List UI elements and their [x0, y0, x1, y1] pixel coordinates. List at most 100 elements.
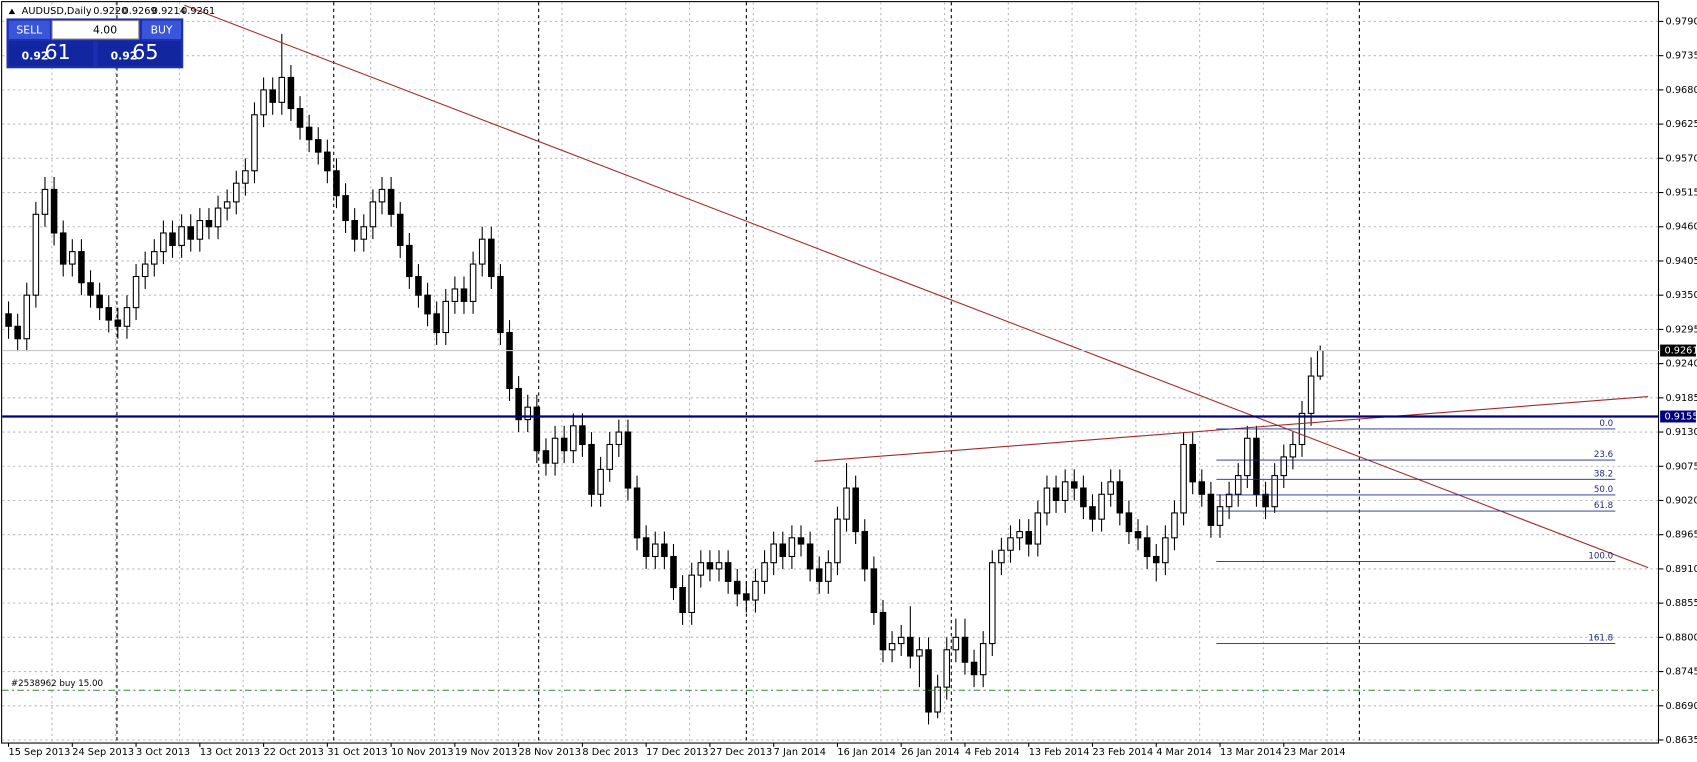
- candle-body: [1052, 487, 1060, 502]
- candle-body: [23, 294, 31, 340]
- candle-body: [488, 238, 495, 278]
- candle-body: [715, 562, 723, 570]
- candle-body: [1316, 350, 1324, 377]
- candle-body: [1007, 537, 1014, 551]
- y-tick-label: 0.8965: [1666, 530, 1697, 541]
- symbol: AUDUSD,Daily: [22, 6, 92, 17]
- candle-body: [396, 213, 404, 246]
- candle-body: [597, 468, 604, 495]
- lots-value[interactable]: 4.00: [93, 23, 117, 36]
- lots-input[interactable]: [51, 20, 140, 40]
- candle-body: [606, 443, 613, 470]
- candle-body: [214, 207, 222, 228]
- candle-body: [797, 537, 805, 545]
- candle-body: [806, 543, 814, 570]
- x-tick-label: 19 Nov 2013: [455, 747, 517, 758]
- candle-body: [870, 568, 878, 614]
- candle-body: [469, 263, 477, 302]
- candle-body: [178, 226, 185, 246]
- y-tick-label: 0.9625: [1666, 119, 1697, 130]
- candle-body: [1125, 512, 1133, 533]
- ohlc-open: 0.9220: [93, 6, 127, 17]
- buy-label[interactable]: BUY: [151, 23, 173, 36]
- candle-body: [324, 151, 331, 172]
- sell-label[interactable]: SELL: [16, 23, 42, 36]
- candle-body: [442, 300, 450, 334]
- candle-body: [451, 288, 459, 302]
- candle-body: [1207, 493, 1215, 526]
- candle-body: [524, 406, 532, 421]
- candle-body: [41, 188, 49, 215]
- candle-body: [269, 89, 276, 103]
- candle-body: [588, 443, 595, 495]
- current-price-label: 0.9261: [1664, 346, 1697, 357]
- y-tick-label: 0.9130: [1666, 427, 1697, 438]
- bid-big-figure: 0.92: [22, 49, 49, 62]
- candle-body: [943, 649, 951, 688]
- candle-body: [1152, 555, 1160, 564]
- candle-body: [1307, 375, 1315, 414]
- candle-body: [278, 76, 286, 103]
- candle-body: [934, 686, 941, 713]
- level-price-box: [1660, 410, 1696, 423]
- candle-body: [1198, 481, 1206, 495]
- candle-body: [706, 562, 714, 570]
- candle-body: [333, 170, 340, 197]
- y-tick-label: 0.9405: [1666, 256, 1697, 267]
- candle-body: [952, 636, 960, 651]
- candle-body: [661, 543, 668, 558]
- candle-body: [287, 76, 295, 110]
- candle-body: [815, 568, 823, 582]
- candle-body: [1262, 493, 1269, 508]
- fibo-label: 161.8: [1588, 634, 1613, 644]
- x-tick-label: 17 Dec 2013: [646, 747, 708, 758]
- x-tick-label: 13 Oct 2013: [200, 747, 260, 758]
- candle-body: [50, 188, 58, 234]
- collapse-icon[interactable]: [8, 8, 16, 15]
- y-tick-label: 0.9185: [1666, 393, 1697, 404]
- plot-frame: [1, 1, 1660, 744]
- bid-box[interactable]: [8, 41, 94, 67]
- candle-body: [579, 425, 586, 446]
- ask-box[interactable]: [97, 41, 182, 67]
- fibo-label: 50.0: [1594, 485, 1613, 495]
- candle-body: [151, 251, 158, 265]
- candle-body: [743, 593, 750, 601]
- candle-body: [360, 226, 368, 240]
- x-tick-label: 4 Feb 2014: [965, 747, 1019, 758]
- candle-body: [14, 325, 21, 340]
- candle-body: [478, 238, 486, 265]
- candle-body: [697, 562, 705, 576]
- candle-body: [888, 643, 896, 651]
- candle-body: [897, 636, 905, 645]
- candle-body: [169, 232, 176, 246]
- y-tick-label: 0.9460: [1666, 222, 1697, 233]
- candle-body: [1080, 487, 1087, 508]
- y-tick-label: 0.8635: [1666, 735, 1697, 746]
- candle-body: [825, 562, 832, 582]
- candle-body: [861, 531, 869, 570]
- candle-body: [1180, 443, 1187, 514]
- candle-body: [78, 251, 85, 284]
- x-tick-label: 10 Nov 2013: [391, 747, 453, 758]
- x-tick-label: 8 Dec 2013: [582, 747, 638, 758]
- candle-body: [1098, 493, 1105, 520]
- y-tick-label: 0.8910: [1666, 564, 1697, 575]
- ohlc-high: 0.9269: [123, 6, 157, 17]
- candle-body: [59, 232, 67, 265]
- candle-body: [989, 562, 996, 645]
- candle-body: [651, 543, 659, 558]
- candle-body: [1043, 487, 1051, 514]
- candle-body: [424, 294, 431, 315]
- sell-button[interactable]: [8, 20, 50, 40]
- candle-body: [196, 219, 204, 240]
- candle-body: [1134, 531, 1142, 539]
- ohlc-low: 0.9214: [152, 6, 186, 17]
- x-tick-label: 24 Sep 2013: [72, 747, 134, 758]
- candle-body: [1143, 537, 1151, 558]
- ask-pips: 65: [132, 40, 158, 64]
- candle-body: [296, 108, 304, 128]
- candle-body: [1171, 512, 1178, 539]
- buy-button[interactable]: [142, 20, 182, 40]
